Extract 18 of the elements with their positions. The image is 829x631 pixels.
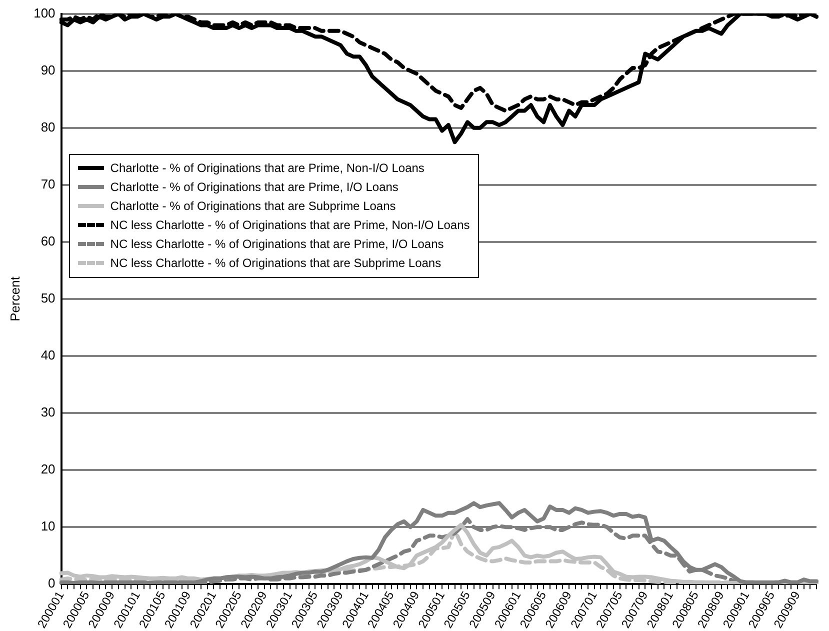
legend-label: NC less Charlotte - % of Originations that are Prime, I/O Loans [110, 237, 444, 252]
y-tick-label: 80 [40, 119, 56, 134]
y-tick-label: 90 [40, 62, 56, 78]
y-tick-label: 0 [48, 576, 56, 591]
y-tick-label: 30 [40, 404, 56, 420]
y-tick-label: 40 [40, 348, 56, 363]
legend-label: NC less Charlotte - % of Originations that are Prime, Non-I/O Loans [110, 218, 470, 232]
legend-label: Charlotte - % of Originations that are Prime, I/O Loans [110, 180, 398, 194]
legend-label: Charlotte - % of Originations that are Prime, Non-I/O Loans [110, 161, 424, 176]
y-tick-label: 100 [34, 5, 56, 20]
y-tick-label: 60 [40, 234, 56, 249]
legend-label: NC less Charlotte - % of Originations that are Subprime Loans [110, 256, 442, 270]
y-tick-label: 50 [40, 290, 56, 306]
y-tick-label: 10 [40, 518, 56, 534]
legend-label: Charlotte - % of Originations that are Subprime Loans [110, 199, 396, 214]
y-axis-title: Percent [7, 276, 22, 322]
y-tick-label: 70 [40, 176, 56, 192]
y-tick-label: 20 [40, 462, 56, 477]
